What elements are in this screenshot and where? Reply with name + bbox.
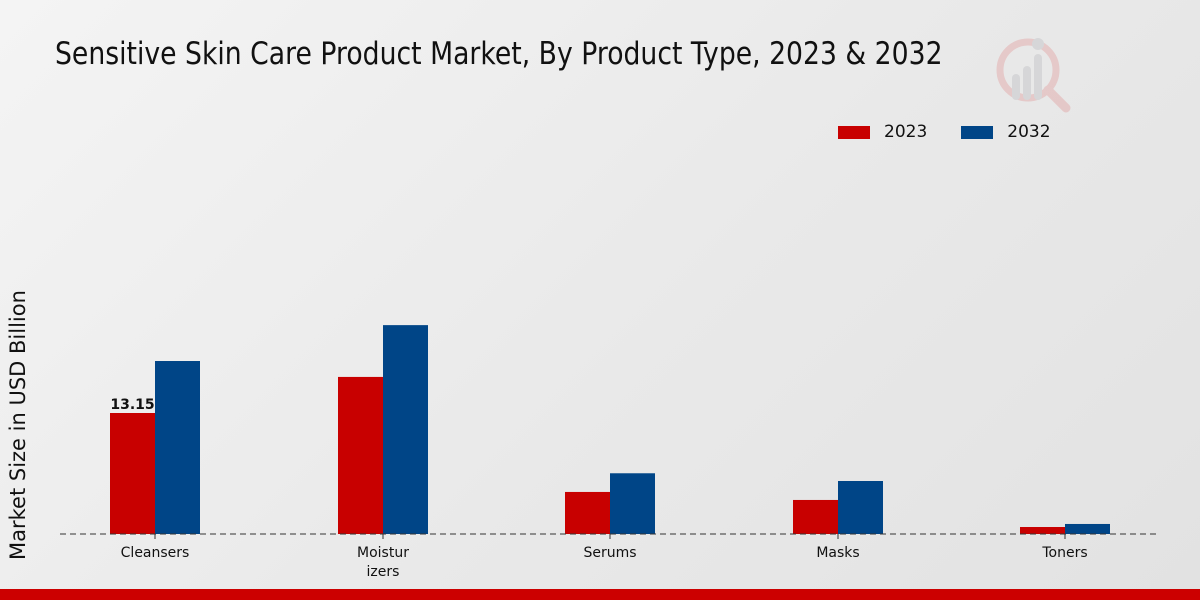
legend-item-2023[interactable]: 2023 <box>838 122 927 142</box>
legend-item-2032[interactable]: 2032 <box>961 122 1051 142</box>
x-tick-label-0: Cleansers <box>121 545 190 561</box>
legend-swatch-2032 <box>961 125 994 139</box>
chart-title: Sensitive Skin Care Product Market, By P… <box>55 36 943 72</box>
logo-watermark-icon <box>996 38 1071 113</box>
x-tick-label-3: Masks <box>816 545 859 561</box>
x-tick-label-1-1: izers <box>367 564 400 580</box>
bar-2032-2[interactable] <box>610 473 655 534</box>
bar-2032-4[interactable] <box>1065 523 1110 534</box>
x-tick-label-2: Serums <box>583 545 636 561</box>
bar-2032-3[interactable] <box>838 480 883 534</box>
bar-2032-1[interactable] <box>383 325 428 534</box>
bar-2023-0[interactable] <box>110 413 155 534</box>
bar-2023-2[interactable] <box>565 491 610 534</box>
legend-label-2032: 2032 <box>1007 122 1051 142</box>
x-tick-label-4: Toners <box>1041 545 1087 561</box>
bar-2023-1[interactable] <box>338 376 383 534</box>
x-tick-label-1-0: Moistur <box>357 545 409 561</box>
footer-bar <box>0 589 1200 600</box>
legend-swatch-2023 <box>838 125 870 139</box>
legend-label-2023: 2023 <box>884 122 928 142</box>
bar-2032-0[interactable] <box>155 361 200 534</box>
data-label: 13.15 <box>110 397 154 413</box>
bar-2023-3[interactable] <box>793 499 838 534</box>
bar-2023-4[interactable] <box>1020 527 1065 534</box>
chart-legend: 2023 2032 <box>838 122 1085 142</box>
